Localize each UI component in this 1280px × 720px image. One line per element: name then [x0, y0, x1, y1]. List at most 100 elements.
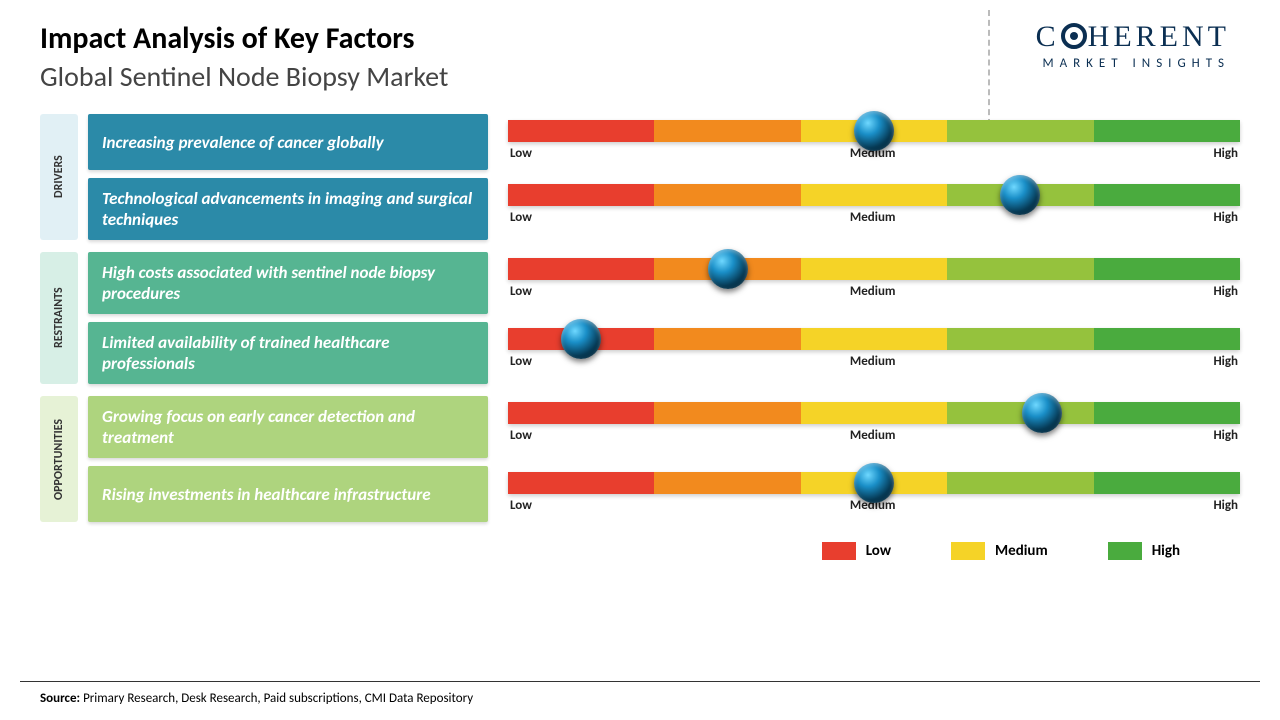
- legend-item: Low: [822, 542, 891, 560]
- title-block: Impact Analysis of Key Factors Global Se…: [40, 20, 448, 94]
- factor-text: Rising investments in healthcare infrast…: [88, 466, 488, 522]
- factor-text: Growing focus on early cancer detection …: [88, 396, 488, 458]
- scale-segment: [654, 402, 800, 424]
- tick-low: Low: [510, 210, 532, 225]
- category-group: OPPORTUNITIES Growing focus on early canc…: [40, 396, 1240, 522]
- tick-medium: Medium: [850, 284, 896, 299]
- legend: Low Medium High: [40, 542, 1240, 560]
- scale-segment: [947, 402, 1093, 424]
- scale-segment: [508, 184, 654, 206]
- scale-segment: [1094, 402, 1240, 424]
- tick-low: Low: [510, 354, 532, 369]
- scale-ticks: Low Medium High: [508, 354, 1240, 369]
- tick-high: High: [1213, 284, 1238, 299]
- scale-ticks: Low Medium High: [508, 210, 1240, 225]
- factor-row: Growing focus on early cancer detection …: [88, 396, 1240, 458]
- impact-scale: LowMediumHigh: [508, 114, 1240, 161]
- impact-scale: Low Medium High: [508, 178, 1240, 225]
- factors-grid: DRIVERS Increasing prevalence of cancer g…: [40, 114, 1240, 522]
- category-label: DRIVERS: [40, 114, 78, 240]
- category-group: RESTRAINTS High costs associated with sen…: [40, 252, 1240, 384]
- scale-segment: [1094, 328, 1240, 350]
- tick-high: High: [1213, 428, 1238, 443]
- category-label: OPPORTUNITIES: [40, 396, 78, 522]
- source-line: Source: Primary Research, Desk Research,…: [40, 691, 473, 706]
- tick-medium: Medium: [850, 354, 896, 369]
- category-rows: Increasing prevalence of cancer globally…: [88, 114, 1240, 240]
- source-label: Source:: [40, 691, 80, 706]
- logo-subtext: MARKET INSIGHTS: [1036, 56, 1230, 71]
- tick-medium: Medium: [850, 210, 896, 225]
- scale-segment: [947, 258, 1093, 280]
- scale-segment: [947, 472, 1093, 494]
- scale-segment: [1094, 472, 1240, 494]
- scale-knob: [1000, 175, 1040, 215]
- scale-bar: [508, 184, 1240, 206]
- factor-row: Increasing prevalence of cancer globally…: [88, 114, 1240, 170]
- scale-segment: [947, 328, 1093, 350]
- tick-high: High: [1213, 210, 1238, 225]
- scale-segment: [801, 402, 947, 424]
- brand-logo: C HERENT MARKET INSIGHTS: [1036, 20, 1240, 71]
- scale-segment: [654, 328, 800, 350]
- impact-scale: Low Medium High: [508, 322, 1240, 369]
- logo-text: C HERENT: [1036, 20, 1230, 54]
- tick-high: High: [1213, 498, 1238, 513]
- impact-scale: LowMediumHigh: [508, 396, 1240, 443]
- category-label: RESTRAINTS: [40, 252, 78, 384]
- logo-part1: C: [1036, 20, 1060, 53]
- tick-low: Low: [510, 498, 532, 513]
- tick-high: High: [1213, 146, 1238, 161]
- scale-ticks: LowMediumHigh: [508, 428, 1240, 443]
- scale-ticks: Low Medium High: [508, 284, 1240, 299]
- factor-text: High costs associated with sentinel node…: [88, 252, 488, 314]
- legend-swatch: [1108, 542, 1142, 560]
- page-subtitle: Global Sentinel Node Biopsy Market: [40, 59, 448, 94]
- scale-knob: [708, 249, 748, 289]
- factor-row: Technological advancements in imaging an…: [88, 178, 1240, 240]
- legend-label: Medium: [995, 542, 1048, 560]
- legend-label: High: [1152, 542, 1180, 560]
- scale-bar: [508, 472, 1240, 494]
- scale-segment: [947, 120, 1093, 142]
- legend-label: Low: [866, 542, 891, 560]
- category-rows: Growing focus on early cancer detection …: [88, 396, 1240, 522]
- scale-segment: [508, 120, 654, 142]
- page-title: Impact Analysis of Key Factors: [40, 20, 448, 57]
- source-text: Primary Research, Desk Research, Paid su…: [80, 691, 473, 706]
- tick-low: Low: [510, 428, 532, 443]
- factor-text: Limited availability of trained healthca…: [88, 322, 488, 384]
- header: Impact Analysis of Key Factors Global Se…: [40, 20, 1240, 94]
- scale-segment: [1094, 258, 1240, 280]
- divider-horizontal: [20, 681, 1260, 682]
- scale-bar: [508, 258, 1240, 280]
- scale-segment: [654, 472, 800, 494]
- tick-low: Low: [510, 284, 532, 299]
- legend-item: Medium: [951, 542, 1048, 560]
- page-root: Impact Analysis of Key Factors Global Se…: [0, 0, 1280, 570]
- scale-bar: [508, 402, 1240, 424]
- factor-row: High costs associated with sentinel node…: [88, 252, 1240, 314]
- scale-segment: [801, 258, 947, 280]
- logo-part2: HERENT: [1088, 20, 1230, 53]
- scale-segment: [1094, 120, 1240, 142]
- scale-segment: [508, 472, 654, 494]
- scale-segment: [508, 402, 654, 424]
- scale-segment: [654, 184, 800, 206]
- tick-high: High: [1213, 354, 1238, 369]
- divider-vertical: [988, 10, 990, 125]
- factor-row: Limited availability of trained healthca…: [88, 322, 1240, 384]
- impact-scale: Low Medium High: [508, 252, 1240, 299]
- legend-item: High: [1108, 542, 1180, 560]
- gear-icon: [1061, 23, 1087, 49]
- category-group: DRIVERS Increasing prevalence of cancer g…: [40, 114, 1240, 240]
- scale-segment: [801, 184, 947, 206]
- impact-scale: LowMediumHigh: [508, 466, 1240, 513]
- scale-segment: [654, 120, 800, 142]
- scale-knob: [561, 319, 601, 359]
- scale-knob: [854, 111, 894, 151]
- scale-knob: [1022, 393, 1062, 433]
- scale-segment: [1094, 184, 1240, 206]
- legend-swatch: [822, 542, 856, 560]
- scale-segment: [508, 258, 654, 280]
